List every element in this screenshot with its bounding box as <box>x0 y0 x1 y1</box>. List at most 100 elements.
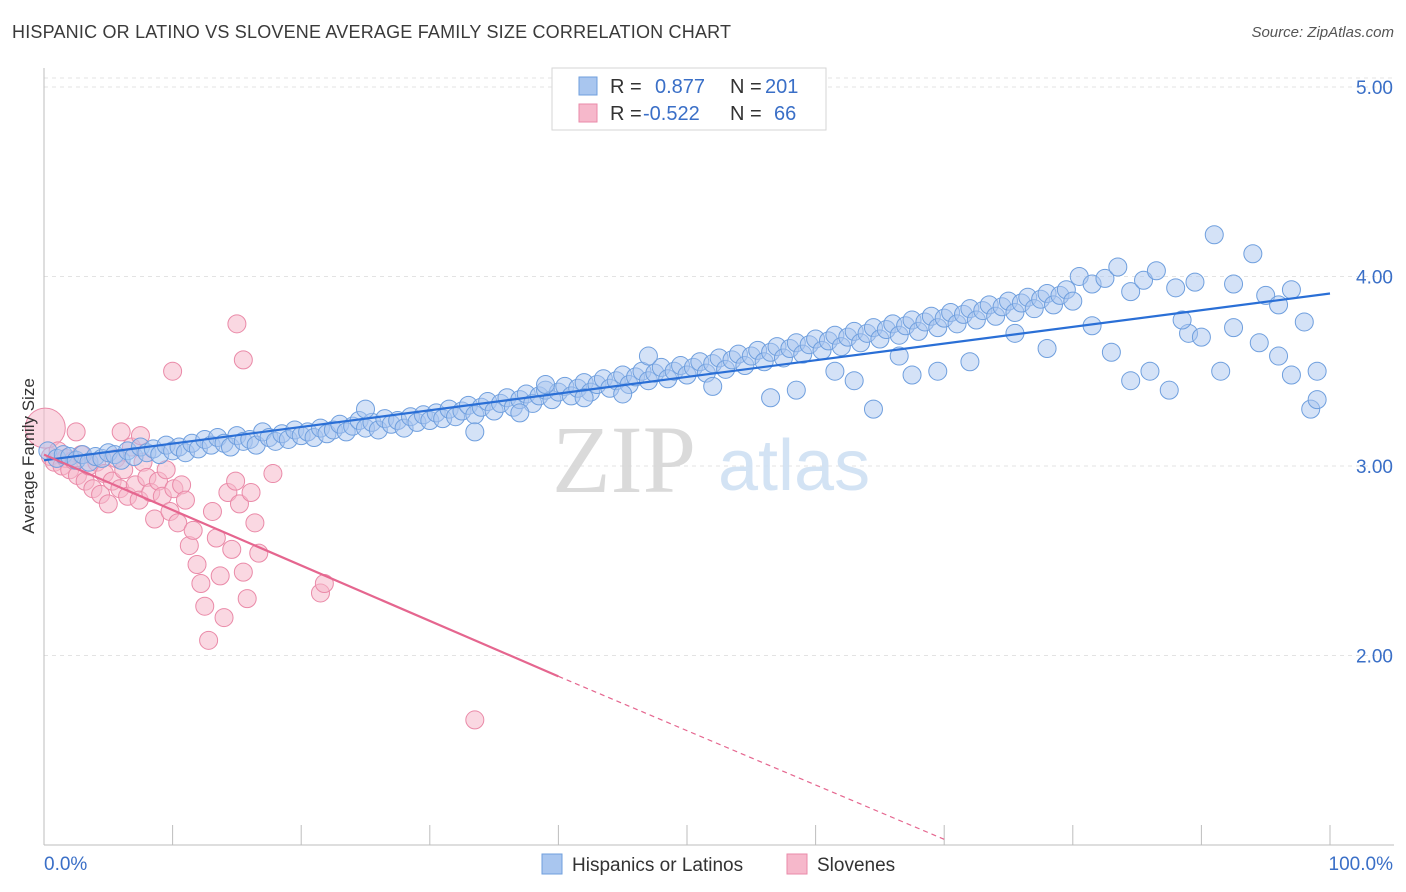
hispanic-point <box>465 422 485 442</box>
bottom-legend-swatch-slovenes <box>786 853 808 875</box>
slovene-point <box>229 494 249 514</box>
hispanic-point <box>613 384 633 404</box>
hispanic-point <box>1134 270 1154 290</box>
hispanic-point <box>510 403 530 423</box>
slovenes-points <box>24 314 485 730</box>
hispanic-point <box>902 365 922 385</box>
slovene-point <box>183 520 203 540</box>
x-tick-marks <box>43 825 1331 845</box>
slovene-point <box>226 471 246 491</box>
legend-r-value-1: 0.877 <box>655 76 705 98</box>
x-tick-labels: 0.0% 100.0% <box>44 854 1393 875</box>
hispanic-point <box>1243 244 1263 264</box>
slovene-point <box>233 350 253 370</box>
slovene-point <box>237 589 257 609</box>
hispanic-point <box>1159 380 1179 400</box>
hispanic-point <box>574 388 594 408</box>
hispanic-point <box>703 376 723 396</box>
hispanic-point <box>825 361 845 381</box>
bottom-legend: Hispanics or Latinos Slovenes <box>541 853 895 876</box>
slovene-point <box>245 513 265 533</box>
hispanic-point <box>1307 390 1327 410</box>
trend-lines <box>43 292 1331 840</box>
slovene-point <box>202 501 222 521</box>
legend-n-label-1: N = <box>730 76 762 98</box>
hispanic-point <box>1121 371 1141 391</box>
watermark-atlas: atlas <box>718 426 870 506</box>
slovene-point <box>175 490 195 510</box>
hispanic-point <box>1140 361 1160 381</box>
hispanic-point <box>1108 257 1128 277</box>
y-tick-label: 5.00 <box>1356 78 1393 99</box>
legend-r-label-2: R = <box>610 103 642 125</box>
hispanic-point <box>1172 310 1192 330</box>
slovene-point <box>163 361 183 381</box>
chart-title: HISPANIC OR LATINO VS SLOVENE AVERAGE FA… <box>12 22 732 42</box>
slovene-point <box>187 555 207 575</box>
slovene-point <box>241 483 261 503</box>
y-tick-label: 2.00 <box>1356 646 1393 667</box>
hispanic-point <box>1037 338 1057 358</box>
hispanic-point <box>1166 278 1186 298</box>
hispanic-point <box>1224 318 1244 338</box>
slovenes-trend-line <box>43 453 559 678</box>
hispanics-trend-line <box>43 292 1331 462</box>
hispanic-point <box>1307 361 1327 381</box>
hispanic-point <box>1185 272 1205 292</box>
hispanic-point <box>1121 282 1141 302</box>
hispanic-point <box>863 399 883 419</box>
slovene-point <box>195 596 215 616</box>
hispanic-point <box>761 388 781 408</box>
x-tick-label-max: 100.0% <box>1329 854 1394 875</box>
y-tick-label: 3.00 <box>1356 457 1393 478</box>
hispanic-point <box>1281 280 1301 300</box>
hispanic-point <box>844 371 864 391</box>
hispanic-point <box>536 374 556 394</box>
hispanic-point <box>1063 291 1083 311</box>
bottom-legend-label-hispanics: Hispanics or Latinos <box>572 855 743 876</box>
slovene-point <box>66 422 86 442</box>
hispanic-point <box>960 352 980 372</box>
slovene-point <box>465 710 485 730</box>
slovene-point <box>111 422 131 442</box>
slovene-point <box>210 566 230 586</box>
hispanic-point <box>1294 312 1314 332</box>
hispanics-points <box>38 225 1327 472</box>
hispanic-point <box>889 346 909 366</box>
hispanic-point <box>1249 333 1269 353</box>
hispanic-point <box>1281 365 1301 385</box>
legend-n-label-2: N = <box>730 103 762 125</box>
hispanic-point <box>1101 342 1121 362</box>
legend-swatch-hispanics <box>578 76 598 96</box>
legend-r-value-2: -0.522 <box>643 103 700 125</box>
legend-swatch-slovenes <box>578 103 598 123</box>
slovene-point <box>263 464 283 484</box>
hispanic-point <box>1191 327 1211 347</box>
slovene-point <box>98 494 118 514</box>
slovene-point <box>227 314 247 334</box>
hispanic-point <box>1211 361 1231 381</box>
hispanic-point <box>1146 261 1166 281</box>
slovene-point <box>233 562 253 582</box>
legend-box: R = 0.877 N = 201 R = -0.522 N = 66 <box>551 67 827 131</box>
x-tick-label-min: 0.0% <box>44 854 87 875</box>
bottom-legend-swatch-hispanics <box>541 853 563 875</box>
slovene-point <box>191 573 211 593</box>
hispanic-point <box>786 380 806 400</box>
slovene-point <box>145 509 165 529</box>
hispanic-point <box>928 361 948 381</box>
watermark-zip: ZIP <box>552 406 696 513</box>
legend-r-label-1: R = <box>610 76 642 98</box>
hispanic-point <box>1269 346 1289 366</box>
hispanic-point <box>1256 285 1276 305</box>
slovene-point <box>222 539 242 559</box>
hispanic-point <box>1224 274 1244 294</box>
chart-source: Source: ZipAtlas.com <box>1251 24 1394 41</box>
hispanic-point <box>356 399 375 419</box>
y-tick-labels: 2.00 3.00 4.00 5.00 <box>1356 78 1393 668</box>
slovene-point <box>168 513 188 533</box>
bottom-legend-label-slovenes: Slovenes <box>817 855 895 876</box>
slovene-point <box>199 630 219 650</box>
legend-n-value-2: 66 <box>774 103 796 125</box>
